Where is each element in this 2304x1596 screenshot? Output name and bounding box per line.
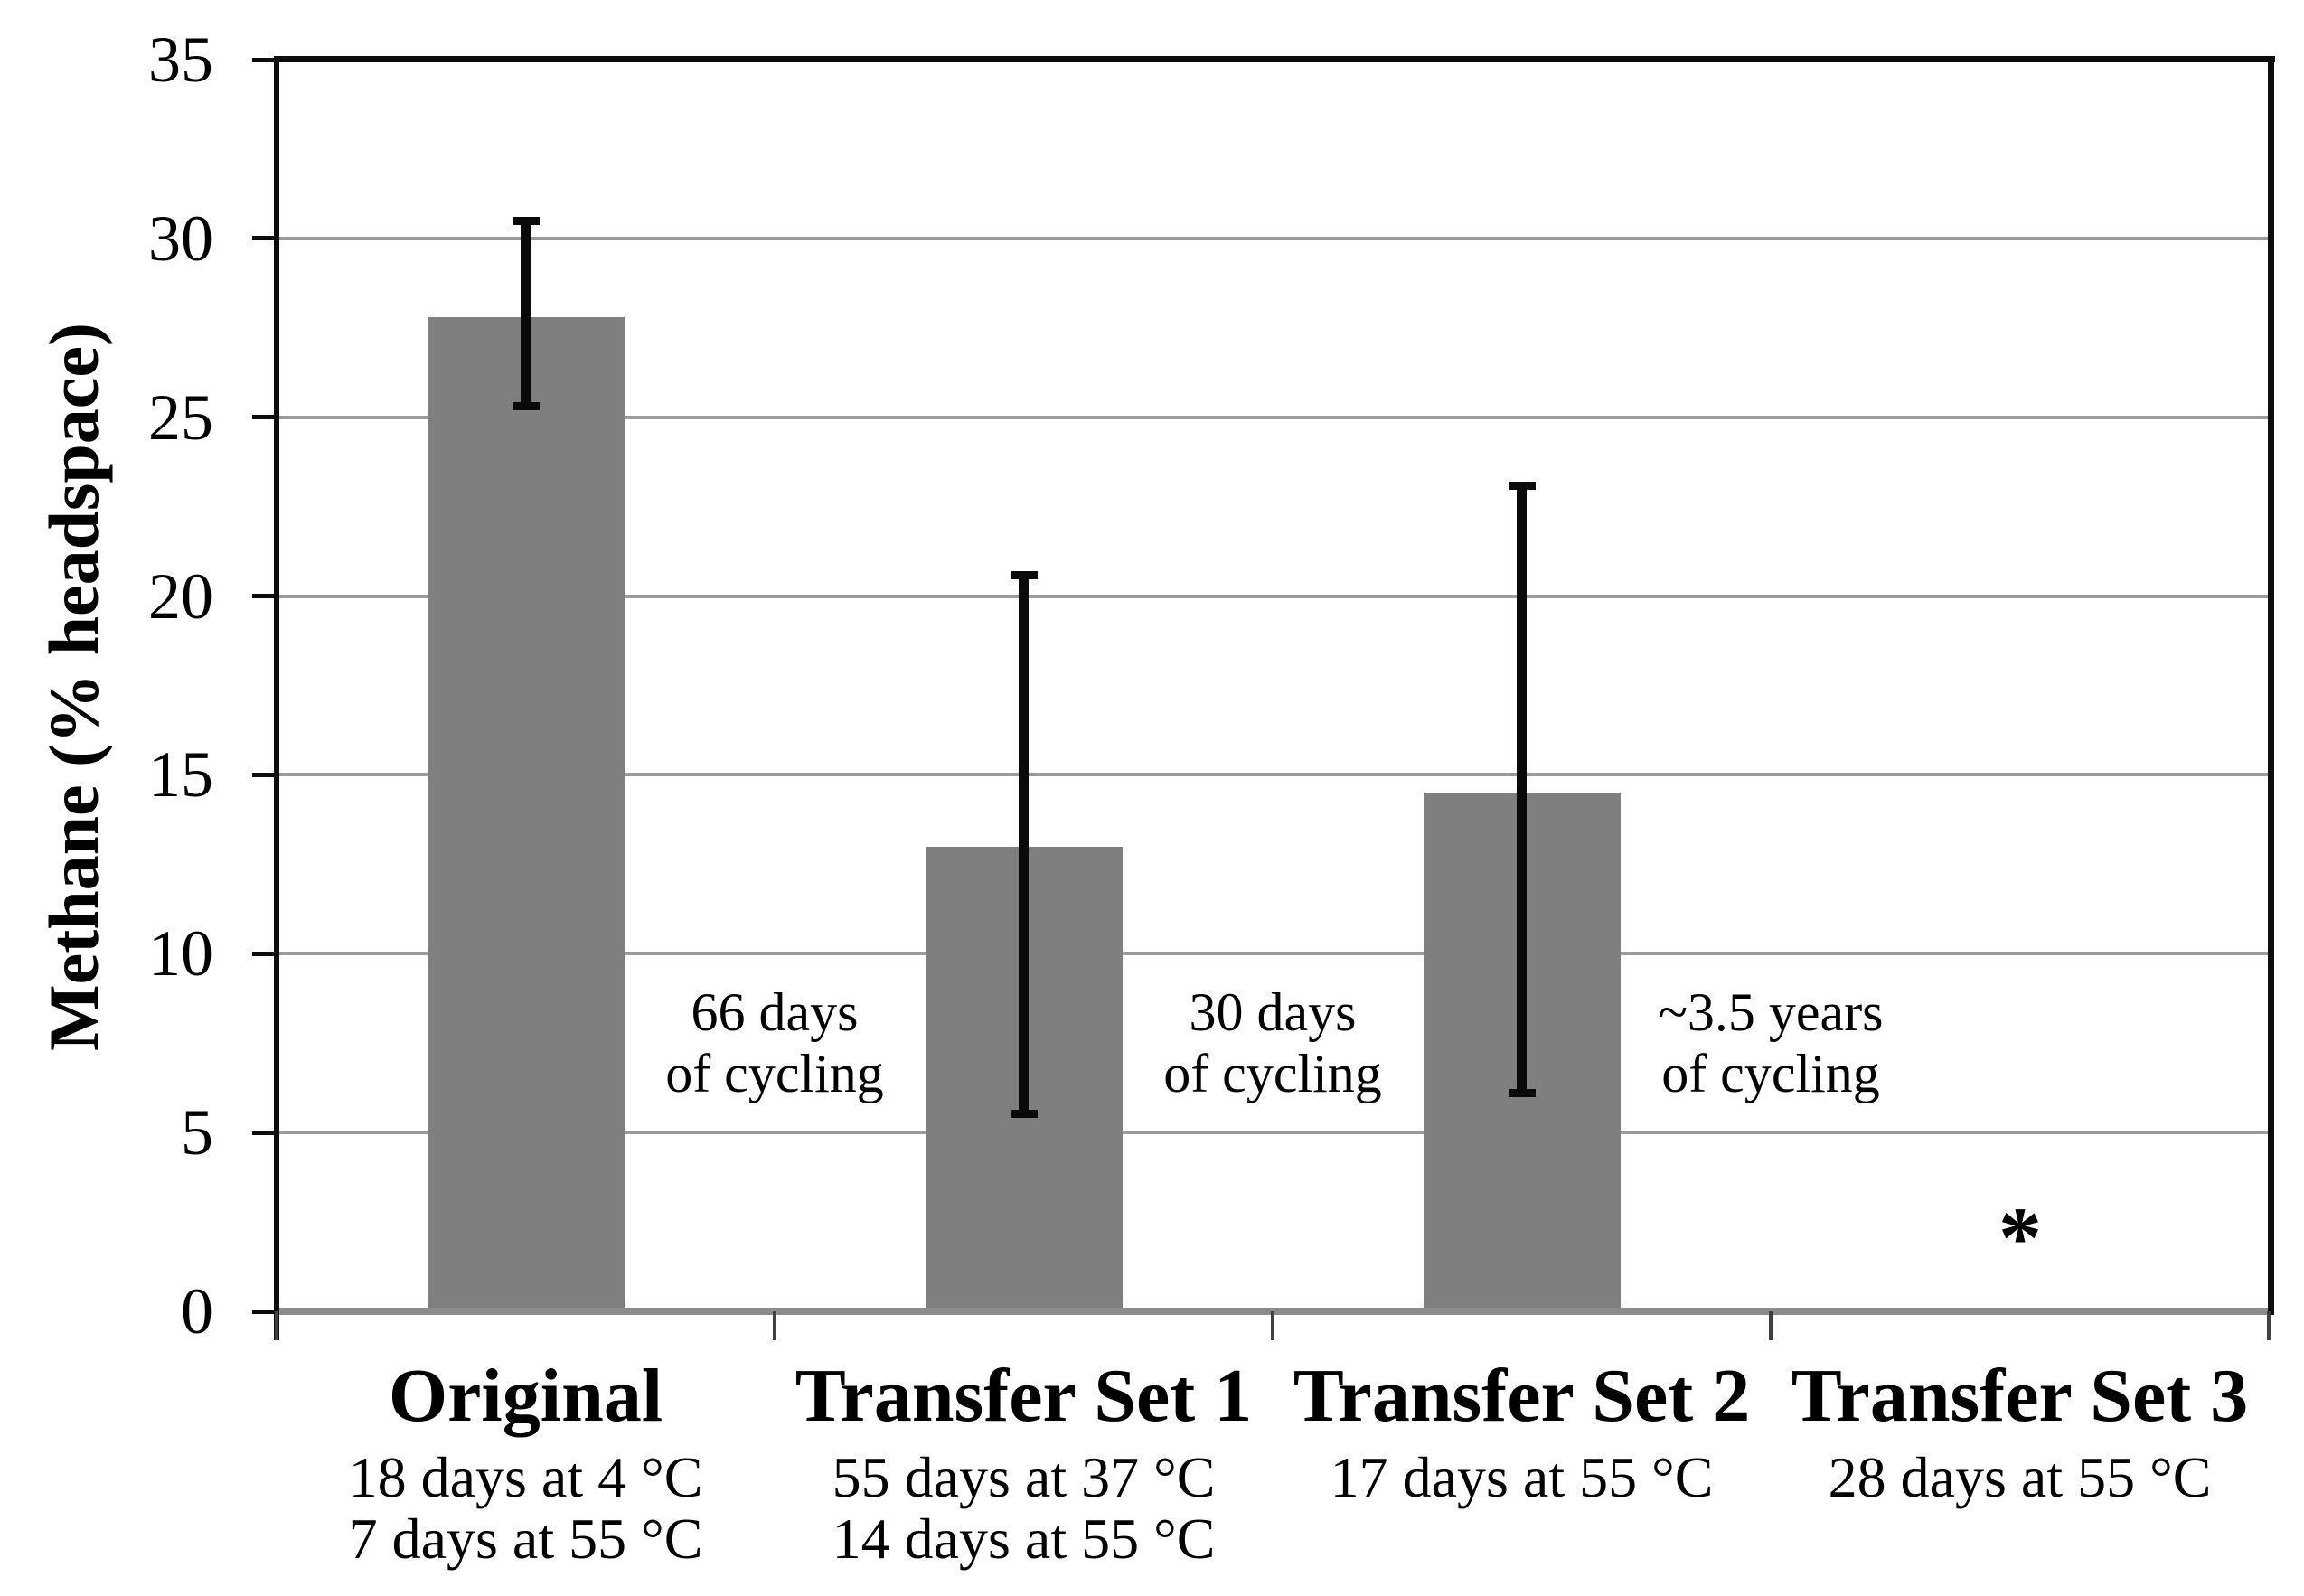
gridline-15 xyxy=(277,773,2269,776)
annotation-1: 30 days of cycling xyxy=(1163,982,1382,1103)
plot-top-border xyxy=(277,56,2275,62)
y-axis-tick-30 xyxy=(252,236,274,240)
annotation-0: 66 days of cycling xyxy=(665,982,884,1103)
y-axis-tick-20 xyxy=(252,594,274,598)
bar-0 xyxy=(428,317,625,1308)
x-axis-tick-2 xyxy=(1271,1311,1274,1340)
y-axis-tick-label-20: 20 xyxy=(148,560,213,633)
category-label-0: Original xyxy=(388,1354,663,1438)
gridline-25 xyxy=(277,416,2269,419)
category-condition-1-1: 14 days at 55 °C xyxy=(832,1507,1216,1571)
error-bar-cap-bottom-1 xyxy=(1011,1110,1038,1118)
y-axis-line xyxy=(274,56,279,1340)
y-axis-tick-25 xyxy=(252,415,274,419)
category-label-2: Transfer Set 2 xyxy=(1293,1354,1751,1438)
error-bar-stem-2 xyxy=(1517,485,1527,1094)
y-axis-tick-5 xyxy=(252,1131,274,1135)
y-axis-tick-35 xyxy=(252,58,274,62)
gridline-20 xyxy=(277,595,2269,598)
y-axis-tick-10 xyxy=(252,952,274,956)
y-axis-tick-label-5: 5 xyxy=(181,1096,213,1169)
x-axis-tick-3 xyxy=(1769,1311,1773,1340)
error-bar-stem-0 xyxy=(521,221,531,407)
gridline-30 xyxy=(277,237,2269,240)
y-axis-tick-label-30: 30 xyxy=(148,202,213,275)
x-axis-tick-4 xyxy=(2267,1311,2271,1340)
category-condition-1-0: 55 days at 37 °C xyxy=(832,1445,1216,1509)
asterisk-marker: * xyxy=(1998,1189,2042,1286)
category-label-3: Transfer Set 3 xyxy=(1791,1354,2249,1438)
category-condition-0-0: 18 days at 4 °C xyxy=(348,1445,703,1509)
error-bar-cap-top-0 xyxy=(513,217,540,225)
y-axis-tick-0 xyxy=(252,1310,274,1314)
gridline-10 xyxy=(277,952,2269,955)
error-bar-cap-top-1 xyxy=(1011,571,1038,579)
y-axis-tick-label-35: 35 xyxy=(148,23,213,96)
category-condition-3-0: 28 days at 55 °C xyxy=(1828,1445,2212,1509)
y-axis-tick-label-25: 25 xyxy=(148,381,213,454)
plot-right-border xyxy=(2268,56,2274,1315)
error-bar-cap-bottom-2 xyxy=(1509,1089,1536,1097)
y-axis-tick-label-15: 15 xyxy=(148,738,213,811)
x-axis-tick-0 xyxy=(275,1311,278,1340)
error-bar-stem-1 xyxy=(1019,575,1029,1115)
y-axis-title: Methane (% headspace) xyxy=(34,323,113,1051)
category-condition-2-0: 17 days at 55 °C xyxy=(1330,1445,1714,1509)
category-condition-0-1: 7 days at 55 °C xyxy=(348,1507,703,1571)
gridline-5 xyxy=(277,1131,2269,1134)
error-bar-cap-top-2 xyxy=(1509,482,1536,490)
y-axis-tick-label-0: 0 xyxy=(181,1275,213,1347)
y-axis-tick-15 xyxy=(252,773,274,777)
x-axis-tick-1 xyxy=(773,1311,776,1340)
error-bar-cap-bottom-0 xyxy=(513,402,540,410)
annotation-2: ~3.5 years of cycling xyxy=(1658,982,1884,1103)
y-axis-tick-label-10: 10 xyxy=(148,917,213,990)
category-label-1: Transfer Set 1 xyxy=(795,1354,1253,1438)
